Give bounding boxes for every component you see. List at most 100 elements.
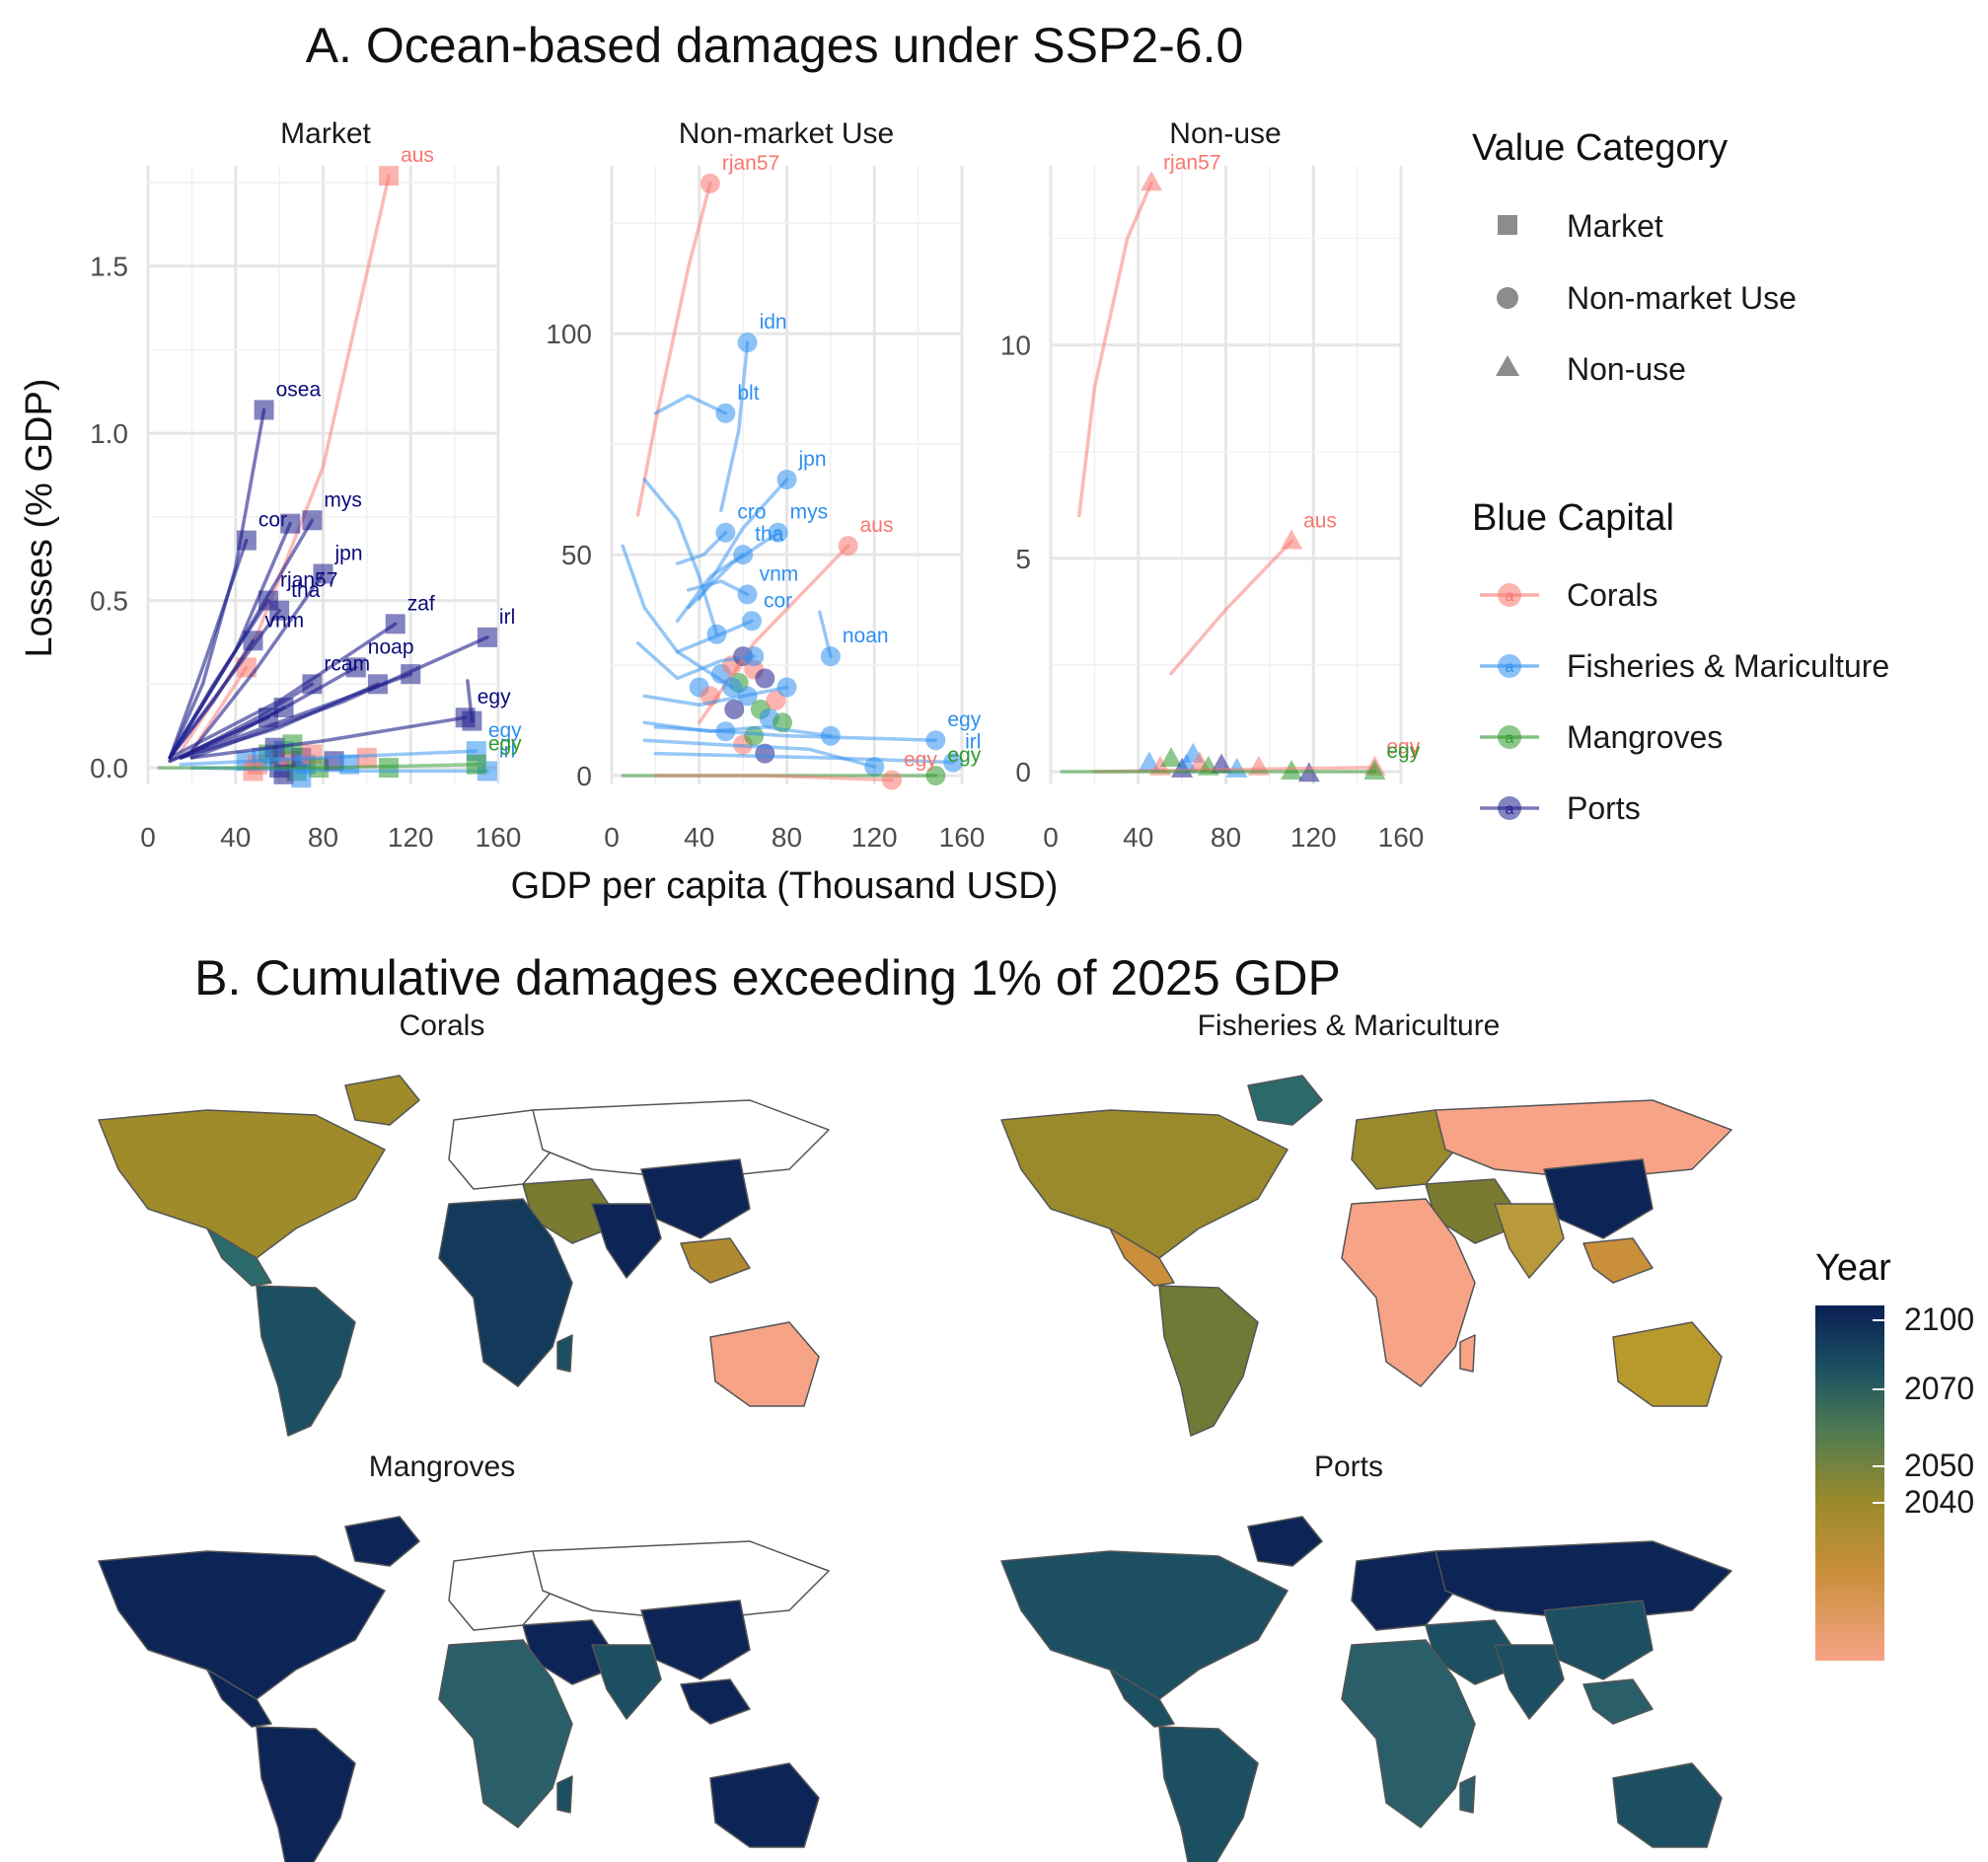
legend-circle-marker	[1497, 287, 1518, 309]
series-line	[675, 530, 728, 565]
legend-point	[1498, 725, 1521, 749]
data-point	[776, 469, 797, 489]
y-tick-label: 100	[546, 319, 592, 349]
series-line	[698, 544, 850, 725]
series-line	[168, 598, 270, 760]
series-line	[642, 478, 719, 636]
series-line	[189, 571, 326, 753]
data-point	[706, 624, 727, 644]
point-label: blt	[737, 382, 759, 405]
series-line	[719, 340, 750, 513]
legend-point	[1498, 654, 1521, 678]
country-region	[1158, 1285, 1259, 1437]
data-point	[1160, 747, 1183, 768]
data-point	[356, 747, 377, 768]
map-title-fisheries: Fisheries & Mariculture	[1198, 1009, 1501, 1042]
data-point	[742, 611, 762, 632]
country-region	[680, 1678, 751, 1725]
data-point	[737, 333, 758, 353]
series-line	[168, 538, 249, 760]
data-point	[379, 166, 400, 186]
data-point	[345, 657, 366, 678]
data-point	[766, 690, 786, 710]
legend-blue-capital-label: Mangroves	[1567, 719, 1723, 755]
point-label: aus	[860, 514, 894, 537]
series-line	[168, 408, 266, 760]
country-region	[1543, 1158, 1654, 1239]
data-point	[943, 752, 964, 773]
point-label: rjan57	[722, 152, 779, 175]
country-region	[1109, 1228, 1175, 1287]
map-ports	[1000, 1516, 1732, 1862]
country-region	[438, 1198, 573, 1387]
country-region	[1543, 1600, 1654, 1680]
country-region	[256, 1726, 356, 1862]
facet-market-plot: 0 40 80 120 160 0.0 0.5 1.0 1.5 aus osea cor mys jpn r…	[90, 144, 522, 853]
data-point	[768, 522, 788, 543]
country-region	[709, 1321, 820, 1407]
x-tick-label: 80	[1211, 822, 1241, 853]
map-shapes	[98, 1516, 830, 1862]
y-tick-label: 0.0	[90, 753, 128, 783]
point-label: rcam	[324, 652, 370, 675]
data-point	[715, 403, 736, 423]
data-point	[776, 677, 797, 698]
y-tick-label: 0	[576, 761, 592, 791]
data-point	[273, 698, 294, 718]
legend-year-title: Year	[1815, 1247, 1891, 1289]
series-line	[157, 762, 479, 770]
y-tick-label: 10	[1000, 331, 1031, 361]
data-point	[1281, 529, 1303, 550]
series-line	[653, 774, 894, 782]
x-tick-label: 120	[388, 822, 434, 853]
point-label: noap	[368, 635, 414, 658]
point-label: irl	[499, 739, 515, 762]
map-title-ports: Ports	[1314, 1451, 1383, 1483]
point-label: vnm	[265, 609, 305, 632]
legend-market-label: Market	[1567, 208, 1663, 244]
country-region	[680, 1237, 751, 1284]
data-point	[755, 668, 775, 689]
country-region	[1583, 1237, 1654, 1284]
data-point	[1141, 171, 1163, 191]
point-label: egy	[904, 749, 937, 772]
data-point	[477, 627, 497, 647]
series-line	[621, 544, 734, 690]
series-line	[642, 738, 877, 769]
series-line	[635, 640, 756, 681]
country-region	[1341, 1639, 1476, 1828]
series-line	[168, 715, 270, 764]
country-region	[1158, 1726, 1259, 1862]
year-tick-label: 2040	[1904, 1484, 1974, 1520]
legend-nonuse-label: Non-use	[1567, 351, 1686, 387]
legend-key-glyph: a	[1506, 659, 1514, 676]
x-tick-label: 80	[772, 822, 802, 853]
series-line	[179, 682, 380, 760]
x-tick-label: 160	[939, 822, 986, 853]
data-point	[838, 536, 858, 557]
data-point	[820, 725, 841, 746]
x-tick-label: 160	[476, 822, 522, 853]
legend-blue-capital-title: Blue Capital	[1472, 497, 1674, 539]
x-tick-label: 40	[220, 822, 251, 853]
facet-title-nonmarket: Non-market Use	[679, 117, 894, 150]
y-axis-title: Losses (% GDP)	[19, 379, 60, 658]
country-region	[98, 1550, 386, 1700]
legend-blue-capital-label: Fisheries & Mariculture	[1567, 648, 1889, 684]
legend-nonmarket-label: Non-market Use	[1567, 280, 1797, 316]
legend-key-glyph: a	[1506, 588, 1514, 605]
data-point	[466, 754, 486, 775]
panel-a-title: A. Ocean-based damages under SSP2-6.0	[306, 18, 1244, 73]
country-region	[640, 1600, 751, 1680]
legend-blue-capital: Blue Capital a Corals a Fisheries & Maricul…	[1472, 497, 1889, 826]
data-point	[1363, 760, 1386, 781]
data-point	[820, 646, 841, 667]
series-line	[635, 182, 712, 517]
country-region	[591, 1644, 662, 1720]
point-label: tha	[291, 579, 321, 602]
point-label: cro	[737, 501, 766, 524]
country-region	[1459, 1775, 1476, 1814]
x-tick-label: 40	[1123, 822, 1153, 853]
legend-triangle-marker	[1496, 355, 1519, 376]
data-point	[715, 522, 736, 543]
